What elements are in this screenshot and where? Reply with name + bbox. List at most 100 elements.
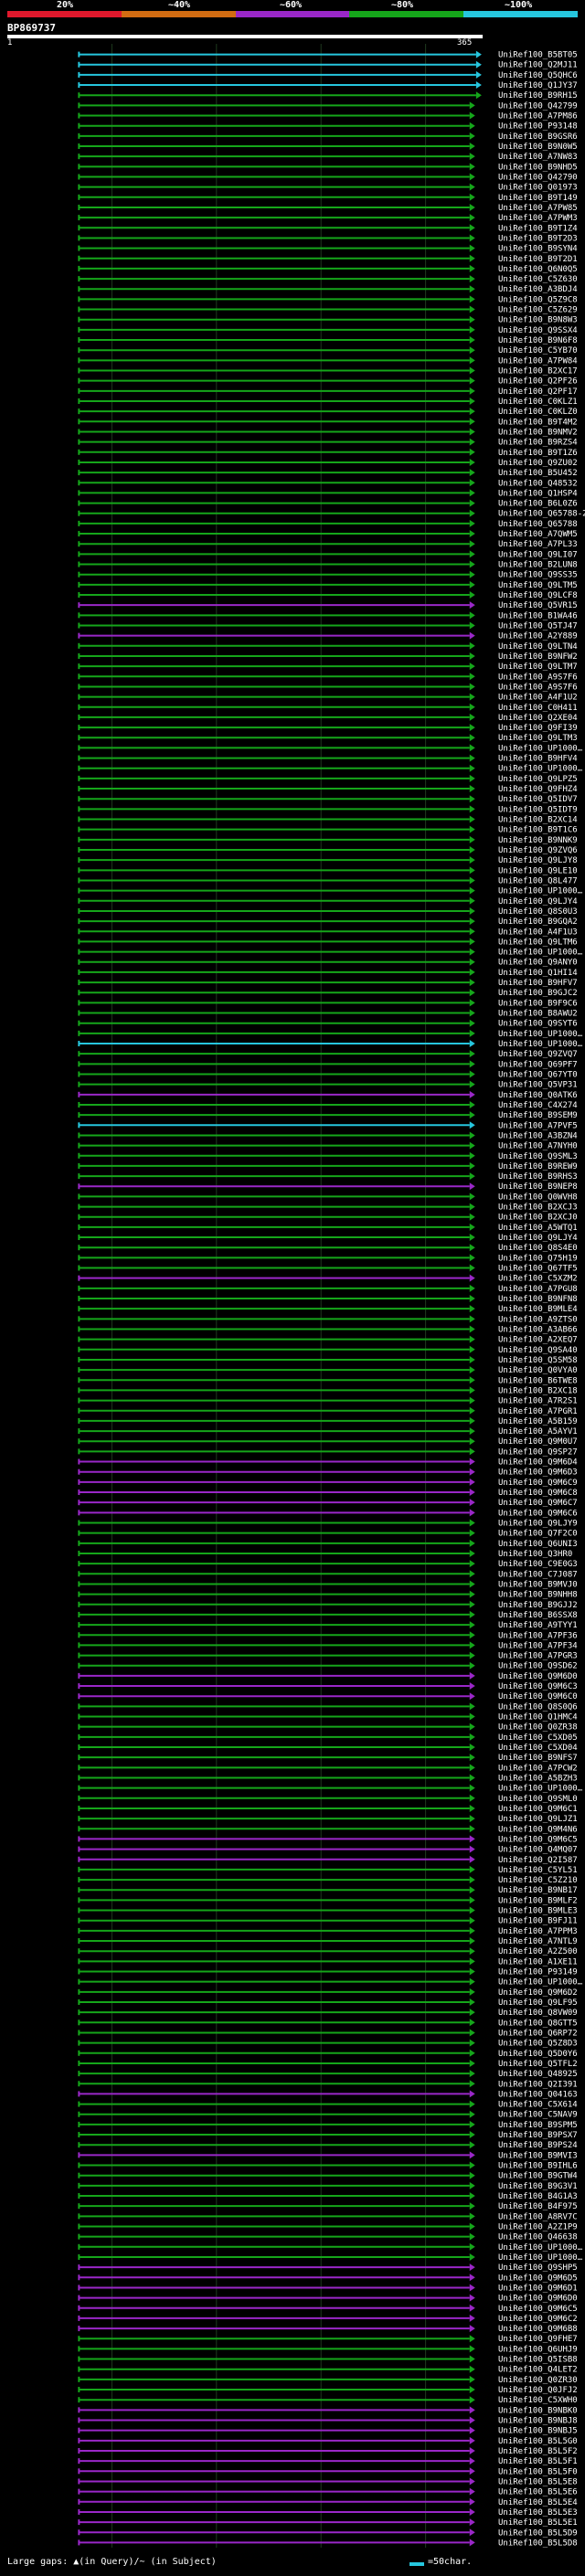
hit-label[interactable]: UniRef100_A7PM86 [498, 112, 578, 122]
hit-label[interactable]: UniRef100_A2XEQ7 [498, 1336, 578, 1345]
hit-label[interactable]: UniRef100_B9HFV7 [498, 979, 578, 988]
hit-label[interactable]: UniRef100_Q9FI39 [498, 724, 578, 733]
hit-label[interactable]: UniRef100_B5BT05 [498, 51, 578, 60]
hit-label[interactable]: UniRef100_Q9LTM3 [498, 734, 578, 743]
hit-label[interactable]: UniRef100_A7QWM5 [498, 530, 578, 539]
hit-label[interactable]: UniRef100_B9GSR6 [498, 133, 578, 142]
hit-label[interactable]: UniRef100_B8AWU2 [498, 1010, 578, 1019]
hit-label[interactable]: UniRef100_A7PGR1 [498, 1407, 578, 1416]
hit-label[interactable]: UniRef100_Q2I587 [498, 1856, 578, 1865]
hit-label[interactable]: UniRef100_B9MLF2 [498, 1896, 578, 1905]
hit-label[interactable]: UniRef100_Q48925 [498, 2070, 578, 2079]
hit-label[interactable]: UniRef100_Q9LJZ1 [498, 1815, 578, 1824]
hit-label[interactable]: UniRef100_B9T2D3 [498, 234, 578, 243]
hit-label[interactable]: UniRef100_B9T1Z6 [498, 449, 578, 458]
hit-label[interactable]: UniRef100_B9PS24 [498, 2141, 578, 2150]
hit-label[interactable]: UniRef100_B5L5D8 [498, 2539, 578, 2548]
hit-label[interactable]: UniRef100_Q9LJY9 [498, 1520, 578, 1529]
hit-label[interactable]: UniRef100_B9NFN8 [498, 1295, 578, 1304]
hit-label[interactable]: UniRef100_Q9M6D3 [498, 1468, 578, 1478]
hit-label[interactable]: UniRef100_Q5SM58 [498, 1356, 578, 1365]
hit-label[interactable]: UniRef100_B5L5F1 [498, 2457, 578, 2466]
hit-label[interactable]: UniRef100_Q5Z8D3 [498, 2040, 578, 2049]
hit-label[interactable]: UniRef100_Q9SP27 [498, 1447, 578, 1457]
hit-label[interactable]: UniRef100_B2LUN8 [498, 561, 578, 570]
hit-label[interactable]: UniRef100_Q9M6D1 [498, 2284, 578, 2293]
hit-label[interactable]: UniRef100_Q9ZVQ6 [498, 846, 578, 855]
hit-label[interactable]: UniRef100_Q9M6C6 [498, 1509, 578, 1518]
hit-label[interactable]: UniRef100_Q8S4E0 [498, 1244, 578, 1253]
hit-label[interactable]: UniRef100_B2XCJ3 [498, 1203, 578, 1213]
hit-label[interactable]: UniRef100_Q67YT0 [498, 1070, 578, 1079]
hit-label[interactable]: UniRef100_Q9M6D0 [498, 2295, 578, 2304]
hit-label[interactable]: UniRef100_B9MLE4 [498, 1305, 578, 1314]
hit-label[interactable]: UniRef100_Q67TF5 [498, 1265, 578, 1274]
hit-label[interactable]: UniRef100_Q8S0Q6 [498, 1702, 578, 1712]
hit-label[interactable]: UniRef100_Q0ZR30 [498, 2376, 578, 2385]
hit-label[interactable]: UniRef100_B5U452 [498, 469, 578, 478]
hit-label[interactable]: UniRef100_A7PPM3 [498, 1927, 578, 1936]
hit-label[interactable]: UniRef100_C5Z629 [498, 306, 578, 315]
hit-label[interactable]: UniRef100_Q9M6B8 [498, 2325, 578, 2334]
hit-label[interactable]: UniRef100_A7PL33 [498, 540, 578, 549]
hit-label[interactable]: UniRef100_Q1HMC4 [498, 1713, 578, 1723]
hit-label[interactable]: UniRef100_C5YL51 [498, 1866, 578, 1875]
hit-label[interactable]: UniRef100_B5L5F2 [498, 2447, 578, 2456]
hit-label[interactable]: UniRef100_Q9M6D4 [498, 1458, 578, 1468]
hit-label[interactable]: UniRef100_UP1000… [498, 2243, 583, 2253]
hit-label[interactable]: UniRef100_Q6N0Q5 [498, 265, 578, 274]
hit-label[interactable]: UniRef100_A2Y889 [498, 632, 578, 641]
hit-label[interactable]: UniRef100_Q5TJ47 [498, 621, 578, 631]
hit-label[interactable]: UniRef100_Q9ZVQ7 [498, 1050, 578, 1059]
hit-label[interactable]: UniRef100_Q9SS35 [498, 571, 578, 580]
hit-label[interactable]: UniRef100_Q9FHE7 [498, 2335, 578, 2344]
hit-label[interactable]: UniRef100_Q9M6C2 [498, 2315, 578, 2324]
hit-label[interactable]: UniRef100_A8RV7C [498, 2212, 578, 2221]
hit-label[interactable]: UniRef100_B9GJJ2 [498, 1601, 578, 1610]
hit-label[interactable]: UniRef100_Q9M6C0 [498, 1692, 578, 1701]
hit-label[interactable]: UniRef100_Q8L477 [498, 876, 578, 885]
hit-label[interactable]: UniRef100_A1XE11 [498, 1957, 578, 1966]
hit-label[interactable]: UniRef100_B6TWE8 [498, 1376, 578, 1385]
hit-label[interactable]: UniRef100_Q5QHC6 [498, 71, 578, 80]
hit-label[interactable]: UniRef100_A9ZTS0 [498, 1315, 578, 1324]
hit-label[interactable]: UniRef100_A7PGR3 [498, 1652, 578, 1661]
hit-label[interactable]: UniRef100_B5L5G0 [498, 2437, 578, 2446]
hit-label[interactable]: UniRef100_Q9M6C9 [498, 1479, 578, 1488]
hit-label[interactable]: UniRef100_B9RH15 [498, 91, 578, 101]
hit-label[interactable]: UniRef100_Q6UHJ9 [498, 2345, 578, 2354]
hit-label[interactable]: UniRef100_Q9ZU02 [498, 459, 578, 468]
hit-label[interactable]: UniRef100_B9MLE3 [498, 1907, 578, 1916]
hit-label[interactable]: UniRef100_C5Z630 [498, 275, 578, 284]
hit-label[interactable]: UniRef100_Q9M6C7 [498, 1499, 578, 1508]
hit-label[interactable]: UniRef100_Q5IDT9 [498, 805, 578, 814]
hit-label[interactable]: UniRef100_Q04163 [498, 2090, 578, 2099]
hit-label[interactable]: UniRef100_UP1000… [498, 1030, 583, 1039]
hit-label[interactable]: UniRef100_Q5D0Y6 [498, 2050, 578, 2059]
hit-label[interactable]: UniRef100_Q1HI14 [498, 969, 578, 978]
hit-label[interactable]: UniRef100_Q9SA40 [498, 1346, 578, 1355]
hit-label[interactable]: UniRef100_B9SEM9 [498, 1111, 578, 1120]
hit-label[interactable]: UniRef100_Q9SD62 [498, 1662, 578, 1671]
hit-label[interactable]: UniRef100_Q2XE04 [498, 714, 578, 723]
hit-label[interactable]: UniRef100_A7PW84 [498, 356, 578, 366]
hit-label[interactable]: UniRef100_B9NBJ8 [498, 2417, 578, 2426]
hit-label[interactable]: UniRef100_B9NFS7 [498, 1754, 578, 1763]
hit-label[interactable]: UniRef100_Q9SML0 [498, 1795, 578, 1804]
hit-label[interactable]: UniRef100_Q01973 [498, 184, 578, 193]
hit-label[interactable]: UniRef100_Q5VR15 [498, 601, 578, 610]
hit-label[interactable]: UniRef100_C9E0G3 [498, 1560, 578, 1569]
hit-label[interactable]: UniRef100_Q1HSP4 [498, 489, 578, 498]
hit-label[interactable]: UniRef100_B9NBJ5 [498, 2427, 578, 2436]
hit-label[interactable]: UniRef100_Q0WVH8 [498, 1193, 578, 1202]
hit-label[interactable]: UniRef100_B9HFV4 [498, 755, 578, 764]
hit-label[interactable]: UniRef100_C5XD04 [498, 1744, 578, 1753]
hit-label[interactable]: UniRef100_B5L5E6 [498, 2488, 578, 2497]
hit-label[interactable]: UniRef100_Q5ISB8 [498, 2356, 578, 2365]
hit-label[interactable]: UniRef100_A3BZN4 [498, 1131, 578, 1140]
hit-label[interactable]: UniRef100_B9NMV2 [498, 428, 578, 437]
hit-label[interactable]: UniRef100_B5L5F0 [498, 2467, 578, 2476]
hit-label[interactable]: UniRef100_Q9LTM6 [498, 938, 578, 947]
hit-label[interactable]: UniRef100_A4F1U3 [498, 928, 578, 937]
hit-label[interactable]: UniRef100_UP1000… [498, 887, 583, 896]
